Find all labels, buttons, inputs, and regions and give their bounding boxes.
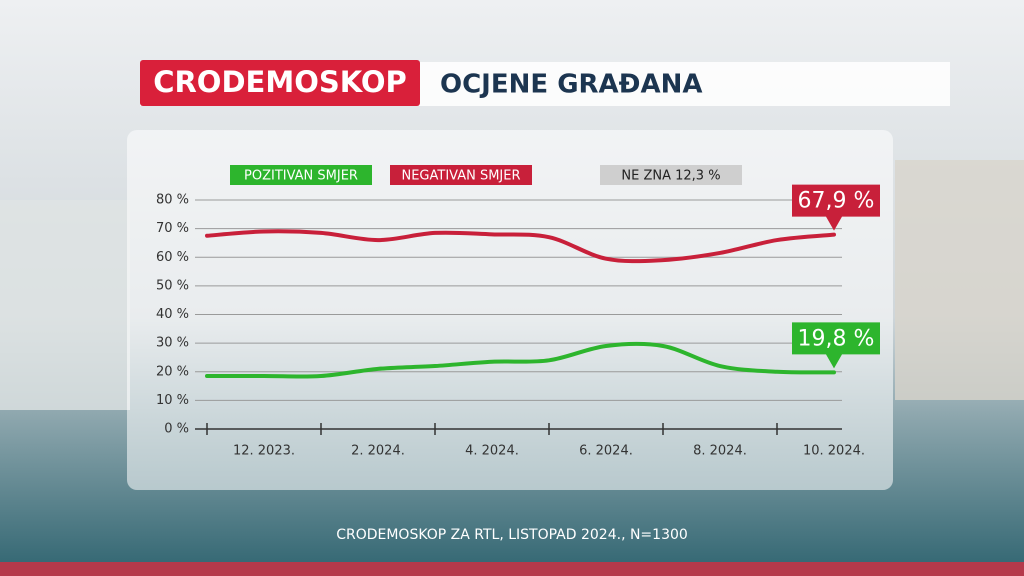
y-tick-label: 10 %	[156, 393, 189, 408]
series-line	[205, 341, 836, 379]
x-tick-label: 8. 2024.	[693, 444, 747, 459]
building-right	[895, 160, 1024, 400]
y-tick-label: 60 %	[156, 250, 189, 265]
y-tick-label: 30 %	[156, 336, 189, 351]
legend-box	[390, 165, 532, 185]
y-tick-label: 70 %	[156, 221, 189, 236]
callout-box	[792, 322, 880, 369]
x-tick-label: 10. 2024.	[803, 444, 865, 459]
building-left	[0, 200, 130, 410]
y-tick-label: 40 %	[156, 307, 189, 322]
title: OCJENE GRAĐANA	[440, 70, 702, 100]
legend-label: NEGATIVAN SMJER	[401, 169, 520, 184]
brand: CRODEMOSKOP	[153, 65, 407, 99]
x-tick-label: 12. 2023.	[233, 444, 295, 459]
source: CRODEMOSKOP ZA RTL, LISTOPAD 2024., N=13…	[336, 527, 688, 543]
y-tick-label: 0 %	[164, 422, 189, 437]
y-tick-label: 20 %	[156, 364, 189, 379]
series-line	[205, 229, 836, 264]
y-tick-label: 80 %	[156, 193, 189, 208]
legend-label: POZITIVAN SMJER	[244, 169, 358, 184]
x-tick-label: 4. 2024.	[465, 444, 519, 459]
y-tick-label: 50 %	[156, 278, 189, 293]
value-label: 19,8 %	[798, 326, 875, 351]
brand-box	[140, 60, 420, 106]
x-tick-label: 2. 2024.	[351, 444, 405, 459]
legend-note-box	[600, 165, 742, 185]
value-label: 67,9 %	[798, 189, 875, 214]
legend-box	[230, 165, 372, 185]
callout-box	[792, 184, 880, 231]
legend-note: NE ZNA 12,3 %	[621, 169, 720, 184]
bottom-bar	[0, 562, 1024, 576]
x-tick-label: 6. 2024.	[579, 444, 633, 459]
